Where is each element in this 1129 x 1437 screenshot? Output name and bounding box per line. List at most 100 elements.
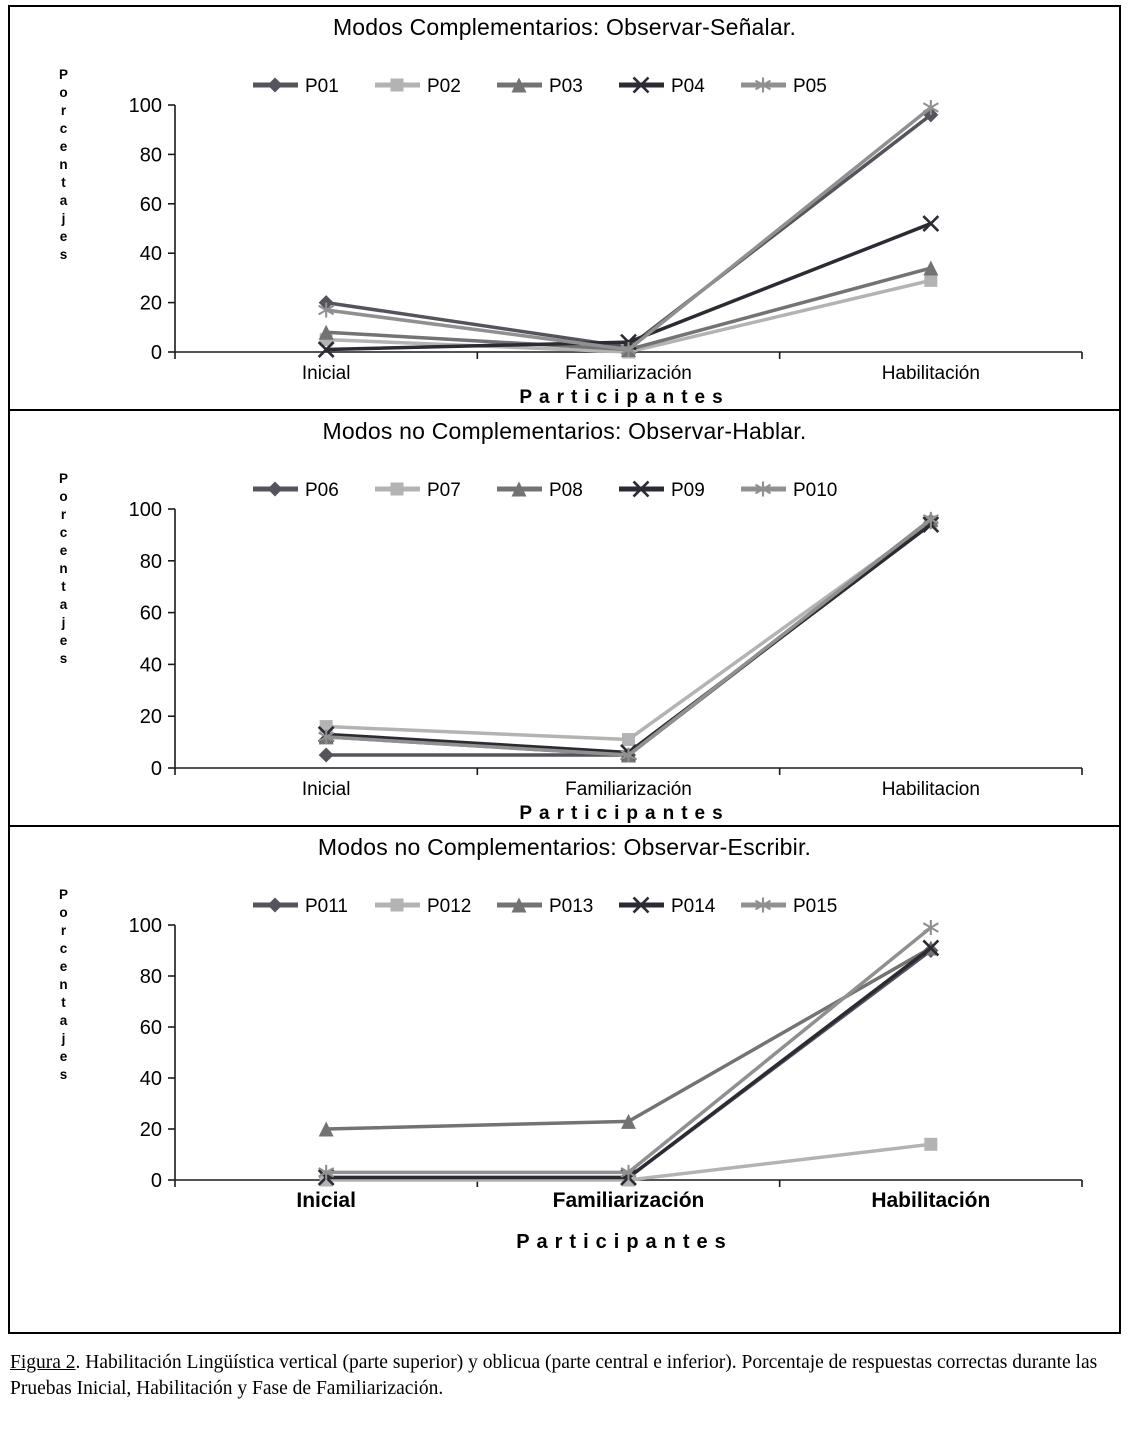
x-marker <box>632 76 650 94</box>
square-marker <box>390 898 404 912</box>
y-tick-label: 60 <box>140 194 162 216</box>
legend-label: P02 <box>427 76 461 97</box>
triangle-marker <box>511 897 527 913</box>
legend-item-P013: P013 <box>497 896 593 917</box>
series-P011 <box>318 943 939 1185</box>
legend-label: P08 <box>549 480 583 501</box>
legend-label: P01 <box>305 76 339 97</box>
triangle-marker <box>511 481 527 497</box>
y-axis-label: Porcentajes <box>56 471 71 669</box>
x-marker <box>317 341 335 358</box>
y-tick-label: 100 <box>129 499 162 521</box>
star-marker <box>318 1164 335 1180</box>
series-P08 <box>318 511 939 763</box>
star-marker <box>922 99 939 115</box>
triangle-marker <box>621 1113 636 1129</box>
x-category-label: Habilitación <box>871 1189 990 1212</box>
series-P06 <box>318 514 939 763</box>
chart-body: Porcentajes 0 20 40 60 80 100 Inicial Familiari… <box>10 865 1119 1254</box>
x-axis-label: Participantes <box>519 803 730 824</box>
series-P07 <box>319 515 938 747</box>
y-tick-label: 100 <box>129 915 162 937</box>
x-category-label: Inicial <box>296 1189 356 1212</box>
series-P013 <box>318 940 939 1137</box>
x-axis-label: Participantes <box>519 387 730 408</box>
chart-canvas-2: 0 20 40 60 80 100 Inicial Familiarización Habili… <box>129 480 1083 800</box>
legend-label: P012 <box>427 896 471 917</box>
legend-label: P05 <box>793 76 827 97</box>
legend-label: P06 <box>305 480 339 501</box>
figure-caption: Figura 2. Habilitación Lingüística verti… <box>10 1350 1119 1401</box>
chart-section-observar-senalar: Modos Complementarios: Observar-Señalar.… <box>10 7 1119 411</box>
diamond-marker <box>267 77 283 93</box>
y-tick-label: 100 <box>129 95 162 117</box>
y-tick-label: 0 <box>151 1170 162 1192</box>
legend-label: P013 <box>549 896 593 917</box>
star-marker <box>922 920 939 936</box>
x-marker <box>922 215 940 232</box>
square-marker <box>390 78 404 92</box>
y-tick-label: 40 <box>140 654 162 676</box>
triangle-marker <box>511 77 527 93</box>
square-marker <box>924 273 938 287</box>
figure-box: Modos Complementarios: Observar-Señalar.… <box>8 5 1121 1334</box>
square-marker <box>622 733 635 747</box>
diamond-marker <box>318 747 334 763</box>
legend-item-P04: P04 <box>619 76 705 97</box>
x-category-label: Familiarización <box>565 779 692 800</box>
chart-title: Modos no Complementarios: Observar-Escri… <box>317 834 812 860</box>
x-category-label: Familiarización <box>565 363 692 384</box>
y-axis-label: Porcentajes <box>56 887 71 1085</box>
star-marker <box>754 77 772 93</box>
y-tick-label: 80 <box>140 966 162 988</box>
legend-item-P02: P02 <box>375 76 461 97</box>
legend-item-P012: P012 <box>375 896 471 917</box>
legend: P01 P02 P03 P04 P05 <box>253 76 827 97</box>
y-tick-label: 0 <box>151 758 162 780</box>
legend-item-P011: P011 <box>253 896 348 917</box>
chart-body: Porcentajes 0 20 40 60 80 100 Inicial Familiari… <box>10 45 1119 409</box>
chart-title: Modos Complementarios: Observar-Señalar. <box>332 14 797 40</box>
star-marker <box>754 897 772 913</box>
legend: P011 P012 P013 P014 P015 <box>253 896 837 917</box>
series-P010 <box>318 511 939 763</box>
triangle-marker <box>923 260 939 276</box>
legend-item-P01: P01 <box>253 76 339 97</box>
star-marker <box>318 302 335 318</box>
y-tick-label: 60 <box>140 603 162 625</box>
figure-caption-label: Figura 2 <box>10 1352 76 1373</box>
star-marker <box>318 729 335 745</box>
series-P01 <box>318 107 939 355</box>
diamond-marker <box>267 481 283 497</box>
legend-label: P010 <box>793 480 837 501</box>
chart-section-observar-escribir: Modos no Complementarios: Observar-Escri… <box>10 827 1119 1332</box>
y-tick-label: 80 <box>140 144 162 166</box>
x-category-label: Habilitación <box>882 363 980 384</box>
legend-label: P014 <box>671 896 716 917</box>
figure-caption-text: . Habilitación Lingüística vertical (par… <box>10 1352 1098 1399</box>
legend-item-P09: P09 <box>619 480 705 501</box>
legend-label: P04 <box>671 76 705 97</box>
legend-label: P015 <box>793 896 837 917</box>
square-marker <box>390 482 404 496</box>
star-marker <box>620 1164 637 1180</box>
star-marker <box>620 747 637 763</box>
triangle-marker <box>318 1121 334 1137</box>
square-marker <box>924 1137 938 1151</box>
x-category-label: Habilitacion <box>882 779 980 800</box>
y-tick-label: 0 <box>151 342 162 364</box>
legend-label: P09 <box>671 480 705 501</box>
star-marker <box>754 481 772 497</box>
series-P014 <box>317 939 940 1186</box>
y-tick-label: 20 <box>140 1119 162 1141</box>
star-marker <box>922 511 939 527</box>
legend-item-P014: P014 <box>619 896 716 917</box>
y-axis-label: Porcentajes <box>56 67 71 265</box>
chart-canvas-3: 0 20 40 60 80 100 Inicial Familiarización Habili… <box>129 896 1083 1212</box>
diamond-marker <box>267 897 283 913</box>
y-tick-label: 40 <box>140 243 162 265</box>
x-marker <box>922 939 940 957</box>
series-P015 <box>318 920 939 1180</box>
x-axis-label: Participantes <box>516 1231 733 1253</box>
y-tick-label: 20 <box>140 706 162 728</box>
